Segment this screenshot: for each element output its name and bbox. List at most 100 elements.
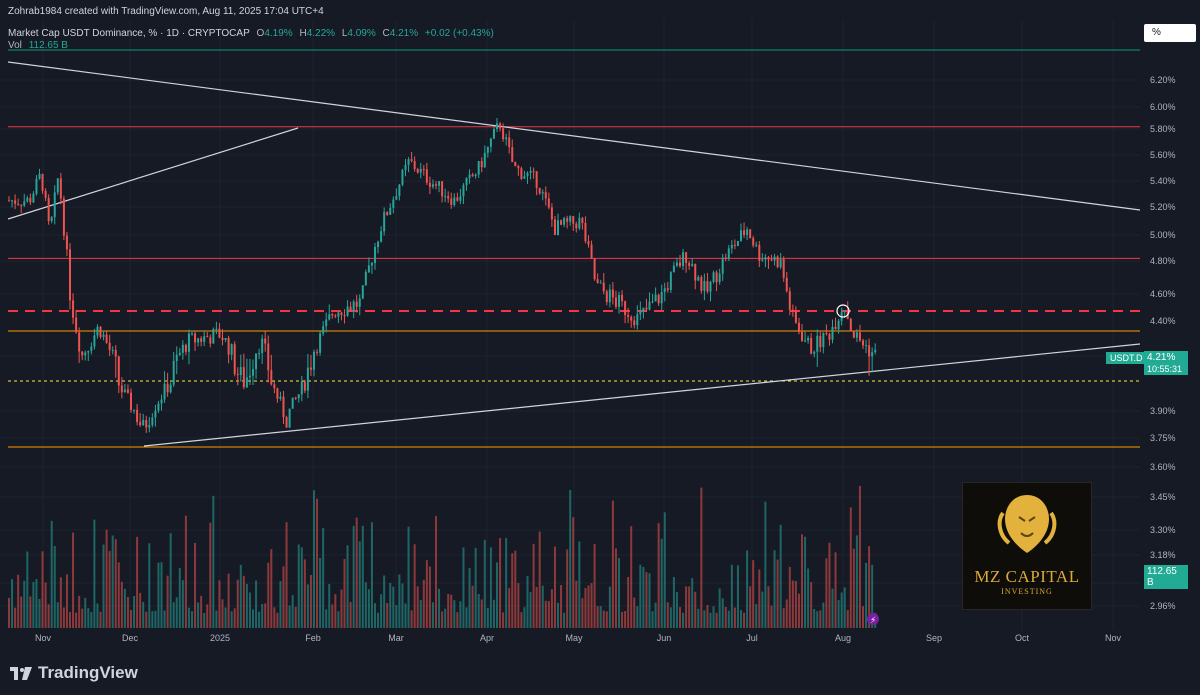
volume-bar-114 [355, 517, 358, 628]
volume-bar-179 [553, 546, 556, 628]
volume-bar-51 [163, 610, 166, 628]
candle-body-190 [587, 241, 590, 245]
candle-body-15 [53, 192, 56, 218]
candle-body-84 [264, 338, 267, 344]
volume-bar-146 [453, 600, 456, 628]
candle-body-150 [465, 178, 468, 186]
candle-body-206 [636, 314, 639, 326]
volume-bar-233 [718, 588, 721, 628]
volume-bar-137 [425, 560, 428, 628]
candle-body-265 [816, 335, 819, 352]
volume-bar-48 [154, 610, 157, 628]
price-axis[interactable]: 6.20% 6.00% 5.80% 5.60% 5.40% 5.20% 5.00% 4.80%… [1140, 20, 1200, 632]
trendline-0 [7, 61, 1141, 211]
candle-body-166 [514, 162, 517, 167]
volume-bar-209 [645, 572, 648, 628]
volume-bar-33 [108, 550, 111, 628]
candle-body-5 [23, 201, 26, 206]
volume-bar-86 [270, 549, 273, 628]
volume-bar-201 [621, 611, 624, 628]
volume-bar-37 [120, 581, 123, 628]
volume-bar-170 [526, 575, 529, 628]
volume-bar-26 [87, 608, 90, 628]
candle-body-57 [181, 344, 184, 353]
candle-body-10 [38, 173, 41, 179]
candle-body-231 [712, 272, 715, 282]
volume-bar-74 [233, 608, 236, 628]
volume-bar-176 [544, 600, 547, 628]
candle-body-16 [56, 178, 59, 193]
candle-body-141 [438, 181, 441, 186]
volume-bar-165 [511, 553, 514, 628]
candle-body-94 [294, 397, 297, 399]
candle-body-181 [560, 220, 563, 225]
time-axis[interactable]: Nov Dec 2025 Feb Mar Apr May Jun Jul Aug Sep Oct Nov [35, 633, 1122, 643]
candle-body-266 [819, 335, 822, 347]
trendline-1 [143, 343, 1141, 447]
candle-body-14 [50, 217, 53, 222]
y-tick-8: 4.60% [1150, 289, 1176, 299]
candle-body-52 [166, 383, 169, 393]
volume-bar-270 [831, 588, 834, 628]
brand-text: TradingView [38, 663, 138, 682]
candle-body-279 [858, 332, 861, 341]
volume-bar-246 [758, 569, 761, 628]
low-label: L4.09% [342, 28, 380, 39]
volume-bar-67 [212, 495, 215, 628]
volume-bar-204 [630, 526, 633, 628]
volume-bar-272 [837, 600, 840, 628]
volume-bar-32 [105, 529, 108, 628]
volume-bar-107 [334, 594, 337, 628]
volume-bar-141 [438, 588, 441, 628]
volume-bar-84 [264, 603, 267, 628]
close-label: C4.21% [383, 28, 423, 39]
volume-bar-230 [709, 612, 712, 628]
volume-bar-18 [62, 607, 65, 628]
high-label: H4.22% [299, 28, 339, 39]
x-tick-4: Mar [388, 633, 404, 643]
volume-bar-70 [221, 599, 224, 628]
candle-body-260 [801, 332, 803, 341]
candle-body-79 [248, 375, 251, 378]
candle-body-39 [126, 389, 129, 393]
volume-bar-101 [316, 498, 319, 628]
candle-body-123 [383, 212, 386, 232]
candle-body-146 [453, 197, 456, 205]
volume-bar-226 [697, 608, 700, 628]
candle-body-124 [386, 212, 389, 215]
tradingview-brand[interactable]: TradingView [10, 663, 138, 683]
percent-scale-button[interactable]: % [1144, 24, 1196, 42]
volume-bar-11 [41, 551, 44, 628]
volume-bar-22 [75, 612, 78, 628]
volume-bar-71 [224, 607, 227, 628]
volume-bar-238 [733, 607, 736, 628]
volume-bar-2 [14, 607, 17, 628]
x-tick-10: Sep [926, 633, 942, 643]
alert-icon[interactable] [867, 613, 879, 625]
volume-bar-110 [343, 559, 346, 628]
symbol-title[interactable]: Market Cap USDT Dominance, % · 1D · CRYP… [8, 28, 250, 39]
candle-body-220 [679, 262, 681, 267]
candle-body-55 [175, 354, 178, 362]
candle-body-43 [139, 421, 142, 426]
x-tick-7: Jun [657, 633, 672, 643]
volume-bar-55 [175, 597, 178, 628]
volume-bar-251 [773, 550, 776, 628]
symbol-tag: USDT.D [1106, 352, 1147, 364]
candle-body-20 [69, 249, 71, 301]
volume-bar-208 [642, 566, 645, 628]
volume-bar-253 [779, 524, 782, 628]
volume-bar-190 [587, 585, 590, 628]
candle-body-53 [169, 384, 172, 393]
candle-body-225 [694, 264, 697, 281]
candle-body-95 [297, 394, 300, 399]
candle-body-262 [807, 338, 810, 341]
volume-bar-247 [761, 591, 764, 628]
volume-bar-113 [352, 525, 355, 628]
volume-bar-60 [191, 611, 193, 628]
candle-body-17 [59, 178, 62, 199]
volume-bar-193 [596, 606, 599, 628]
candle-body-159 [492, 129, 495, 139]
volume-bar-19 [65, 574, 68, 628]
